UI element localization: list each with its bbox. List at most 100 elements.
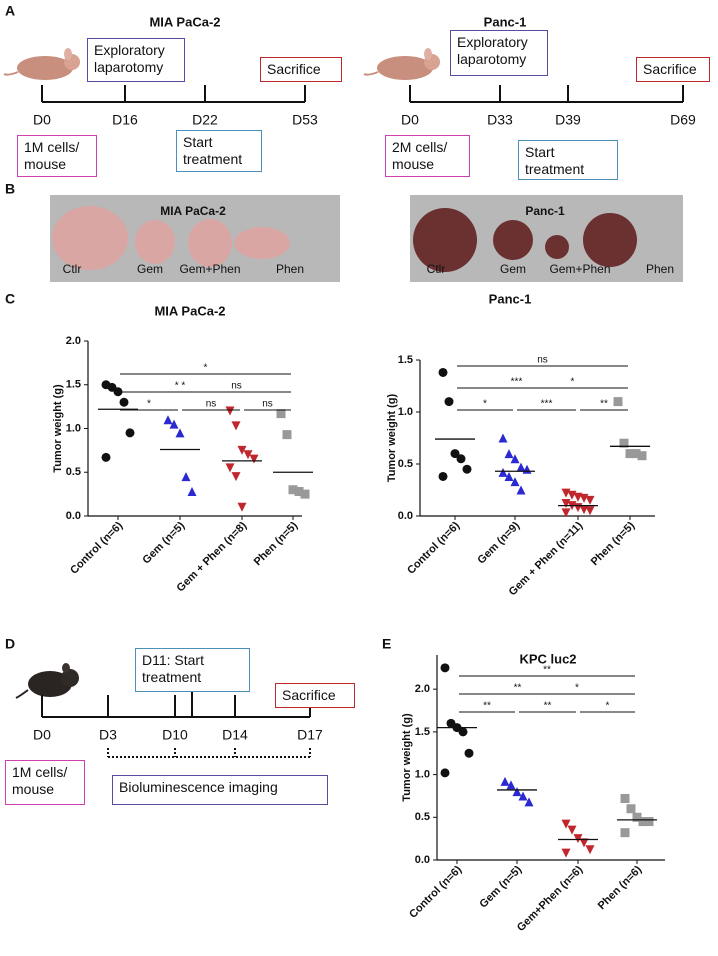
x-tick-label: Gem + Phen (n=8) [175, 519, 250, 594]
timeline-day: D0 [401, 112, 419, 128]
significance-label: ns [231, 381, 242, 392]
text-box: 2M cells/ mouse [385, 135, 470, 177]
timeline-day: D14 [222, 727, 248, 743]
significance-label: * [483, 399, 487, 410]
y-tick-label: 0.0 [415, 854, 430, 866]
text-box: Exploratory laparotomy [450, 30, 548, 76]
data-point [462, 464, 472, 474]
mouse-icon [363, 48, 440, 80]
significance-label: * [571, 377, 575, 388]
data-point [498, 433, 508, 443]
tumor [545, 235, 569, 259]
text-box: Start treatment [176, 130, 262, 172]
tumor [52, 206, 128, 270]
data-point [181, 472, 191, 482]
data-point [561, 819, 571, 829]
y-tick-label: 2.0 [415, 683, 430, 695]
data-point [237, 502, 247, 512]
text-box: 1M cells/ mouse [17, 135, 97, 177]
data-point [510, 454, 520, 464]
panel-label: B [5, 181, 15, 197]
timeline-day: D53 [292, 112, 318, 128]
chart-title: MIA PaCa-2 [154, 303, 225, 318]
significance-label: ns [537, 355, 548, 366]
data-point [237, 445, 247, 455]
tumor [135, 220, 175, 264]
chart-title: KPC luc2 [519, 651, 576, 666]
significance-label: *** [541, 399, 553, 410]
data-point [561, 848, 571, 858]
photo-label: Gem [137, 262, 163, 276]
timeline-day: D22 [192, 112, 218, 128]
data-point [125, 428, 135, 438]
significance-label: * * [175, 381, 186, 392]
y-tick-label: 0.0 [66, 510, 81, 522]
x-tick-label: Phen (n=5) [252, 519, 301, 568]
photo-label: Ctlr [427, 262, 446, 276]
timeline-day: D17 [297, 727, 323, 743]
text-box: Start treatment [518, 140, 618, 180]
data-point [518, 791, 528, 801]
data-point [498, 467, 508, 477]
text-box: Sacrifice [260, 57, 342, 82]
x-tick-label: Gem+Phen (n=6) [515, 863, 586, 934]
y-axis-label: Tumor weight (g) [386, 393, 398, 482]
data-point [444, 397, 454, 407]
text-box: 1M cells/ mouse [5, 760, 85, 805]
data-point [512, 787, 522, 797]
timeline-day: D0 [33, 112, 51, 128]
panel-label: D [5, 636, 15, 652]
x-tick-label: Control (n=6) [405, 519, 462, 576]
timeline-day: D10 [162, 727, 188, 743]
panel-label: E [382, 636, 391, 652]
data-point [187, 487, 197, 496]
tumor [583, 213, 637, 267]
data-point [516, 485, 526, 495]
timeline-title: Panc-1 [484, 14, 527, 29]
timeline-day: D39 [555, 112, 581, 128]
y-axis-label: Tumor weight (g) [401, 713, 413, 802]
data-point [504, 449, 514, 459]
significance-label: ** [483, 701, 491, 712]
photo-label: Gem+Phen [179, 262, 240, 276]
photo-label: Phen [646, 262, 674, 276]
y-tick-label: 1.5 [398, 354, 413, 366]
data-point [579, 838, 589, 848]
text-box: D11: Start treatment [135, 648, 250, 692]
data-point [231, 472, 241, 482]
tumor [234, 227, 290, 259]
data-point [561, 508, 571, 518]
x-tick-label: Phen (n=6) [596, 863, 645, 912]
data-point [638, 817, 648, 827]
significance-label: ns [206, 399, 217, 410]
x-tick-label: Control (n=6) [407, 863, 464, 920]
y-tick-label: 1.5 [66, 379, 81, 391]
data-point [524, 797, 534, 807]
data-point [101, 452, 111, 462]
text-box: Sacrifice [636, 57, 710, 82]
data-point [113, 387, 123, 397]
photo-label: Phen [276, 262, 304, 276]
tumor [413, 208, 477, 272]
data-point [510, 477, 520, 487]
significance-label: *** [511, 377, 523, 388]
data-point [458, 727, 468, 737]
data-point [619, 438, 629, 448]
panel-label: C [5, 291, 15, 307]
data-point [438, 367, 448, 377]
mouse-icon [15, 663, 79, 699]
significance-label: ** [543, 665, 551, 676]
data-point [637, 451, 647, 461]
significance-label: * [575, 683, 579, 694]
y-axis-label: Tumor weight (g) [52, 384, 64, 473]
significance-label: ** [600, 399, 608, 410]
data-point [516, 462, 526, 472]
y-tick-label: 0.5 [66, 466, 81, 478]
significance-label: ** [544, 701, 552, 712]
data-point [169, 419, 179, 429]
tumor [188, 219, 232, 267]
mouse-icon [3, 48, 80, 80]
data-point [464, 748, 474, 758]
